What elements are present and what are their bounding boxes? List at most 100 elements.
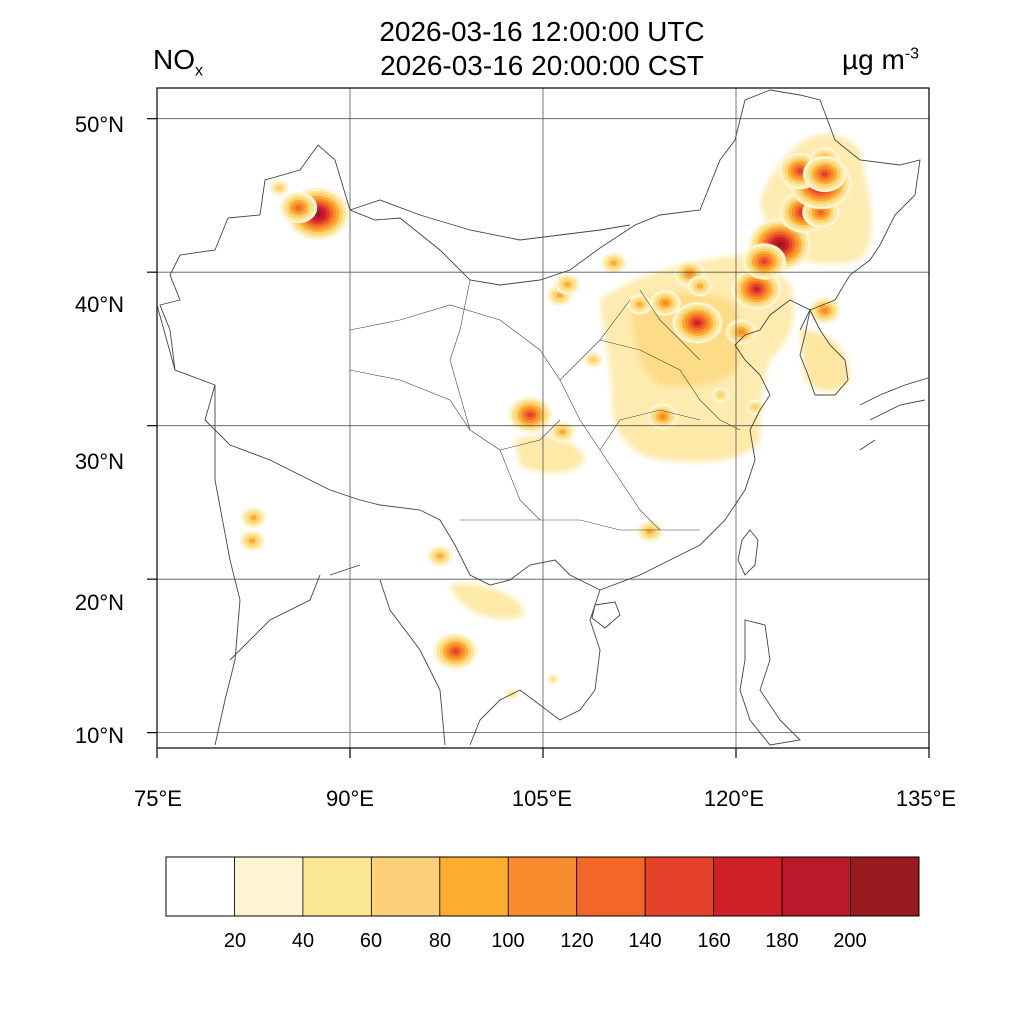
unit-base: µg m bbox=[842, 44, 905, 75]
yangtze-plume bbox=[620, 422, 760, 462]
colorbar-tick-label: 160 bbox=[697, 930, 731, 952]
colorbar-swatch bbox=[439, 856, 509, 917]
contour-level-200 bbox=[776, 241, 783, 248]
indochina-coast bbox=[469, 589, 601, 746]
concentration-hotspot bbox=[674, 260, 706, 287]
contour-level-160 bbox=[694, 320, 701, 326]
lat-tick-label: 20°N bbox=[74, 590, 124, 615]
colorbar-swatch bbox=[302, 856, 372, 917]
contour-level-100 bbox=[662, 300, 669, 306]
concentration-hotspot bbox=[637, 521, 663, 542]
colorbar-swatch bbox=[576, 856, 646, 917]
lat-tick-label: 50°N bbox=[74, 112, 124, 137]
korea-plume bbox=[800, 330, 850, 392]
myanmar-plume bbox=[450, 583, 525, 619]
lon-tick-label: 120°E bbox=[703, 786, 765, 811]
axis-ticks bbox=[147, 118, 930, 758]
concentration-hotspot bbox=[647, 403, 679, 430]
contour-level-100 bbox=[738, 329, 745, 335]
contour-level-40 bbox=[550, 676, 557, 682]
title-utc: 2026-03-16 12:00:00 UTC bbox=[379, 16, 705, 47]
lon-tick-label: 105°E bbox=[511, 786, 573, 811]
contour-level-80 bbox=[696, 283, 704, 289]
colorbar-tick-label: 140 bbox=[628, 930, 662, 952]
contour-level-60 bbox=[752, 404, 759, 410]
concentration-hotspot bbox=[583, 351, 603, 368]
contour-level-100 bbox=[659, 413, 666, 420]
colorbar-swatch bbox=[234, 856, 304, 917]
india-border bbox=[157, 304, 321, 746]
hotspot-layer bbox=[239, 147, 853, 700]
contour-level-100 bbox=[821, 307, 828, 314]
concentration-hotspot bbox=[649, 289, 681, 316]
lat-tick-label: 40°N bbox=[74, 292, 124, 317]
japan-coast bbox=[859, 377, 929, 451]
contour-level-140 bbox=[797, 168, 804, 174]
taiwan bbox=[737, 529, 759, 576]
contour-level-140 bbox=[761, 258, 768, 265]
colorbar-tick-label: 120 bbox=[560, 930, 594, 952]
contour-level-80 bbox=[250, 515, 257, 521]
contour-level-140 bbox=[452, 648, 459, 654]
colorbar-swatch bbox=[370, 856, 441, 917]
colorbar-tick-label: 100 bbox=[491, 930, 525, 952]
colorbar-swatch bbox=[713, 856, 783, 917]
colorbar-swatch bbox=[507, 856, 578, 917]
concentration-hotspot bbox=[269, 179, 289, 196]
concentration-hotspot bbox=[241, 507, 266, 529]
colorbar-tick-label: 20 bbox=[223, 930, 247, 952]
concentration-hotspot bbox=[427, 545, 453, 567]
concentration-hotspot bbox=[601, 252, 627, 274]
contour-level-160 bbox=[753, 286, 760, 292]
myanmar-coast bbox=[329, 564, 446, 746]
variable-label: NOx bbox=[153, 44, 203, 81]
concentration-hotspot bbox=[687, 275, 713, 297]
contour-level-80 bbox=[249, 538, 256, 544]
korea-coast bbox=[799, 308, 849, 396]
unit-label: µg m-3 bbox=[842, 44, 919, 76]
unit-superscript: -3 bbox=[904, 45, 920, 63]
contour-level-80 bbox=[559, 429, 566, 435]
contour-level-80 bbox=[436, 553, 444, 559]
contour-level-80 bbox=[636, 301, 643, 308]
contour-level-140 bbox=[527, 412, 534, 418]
lat-tick-label: 10°N bbox=[74, 723, 124, 748]
colorbar-tick-label: 200 bbox=[833, 930, 867, 952]
contour-level-60 bbox=[276, 185, 283, 191]
colorbar-tick-label: 60 bbox=[359, 930, 383, 952]
colorbar-swatch bbox=[165, 856, 235, 917]
mongolia-border bbox=[349, 199, 631, 241]
concentration-hotspot bbox=[554, 274, 580, 295]
variable-base: NO bbox=[153, 44, 195, 75]
china-southwest-border bbox=[159, 217, 601, 591]
lon-tick-label: 90°E bbox=[326, 786, 374, 811]
province-lines bbox=[349, 279, 741, 531]
china-border bbox=[227, 89, 921, 311]
contour-level-80 bbox=[556, 292, 563, 298]
concentration-hotspot bbox=[508, 396, 552, 434]
variable-subscript: x bbox=[195, 62, 203, 80]
concentration-hotspot bbox=[547, 673, 560, 685]
map-frame bbox=[147, 87, 930, 758]
concentration-hotspot bbox=[279, 192, 318, 224]
lat-tick-label: 30°N bbox=[74, 449, 124, 474]
colorbar-swatch bbox=[850, 856, 920, 917]
contour-level-60 bbox=[717, 392, 724, 398]
concentration-hotspot bbox=[549, 421, 575, 443]
sichuan-plume bbox=[515, 436, 585, 474]
concentration-hotspot bbox=[802, 155, 847, 193]
colorbar-swatch bbox=[644, 856, 715, 917]
contour-level-80 bbox=[564, 281, 571, 288]
colorbar-cells bbox=[165, 856, 920, 917]
colorbar-tick-label: 80 bbox=[428, 930, 452, 952]
east-coast bbox=[599, 299, 811, 591]
contour-level-120 bbox=[295, 205, 302, 211]
concentration-hotspot bbox=[809, 297, 841, 324]
contour-level-120 bbox=[817, 209, 825, 215]
colorbar-tick-label: 40 bbox=[291, 930, 315, 952]
concentration-hotspot bbox=[672, 302, 723, 344]
colorbar-swatch bbox=[781, 856, 851, 917]
concentration-hotspot bbox=[745, 399, 765, 416]
contour-level-60 bbox=[590, 357, 597, 363]
